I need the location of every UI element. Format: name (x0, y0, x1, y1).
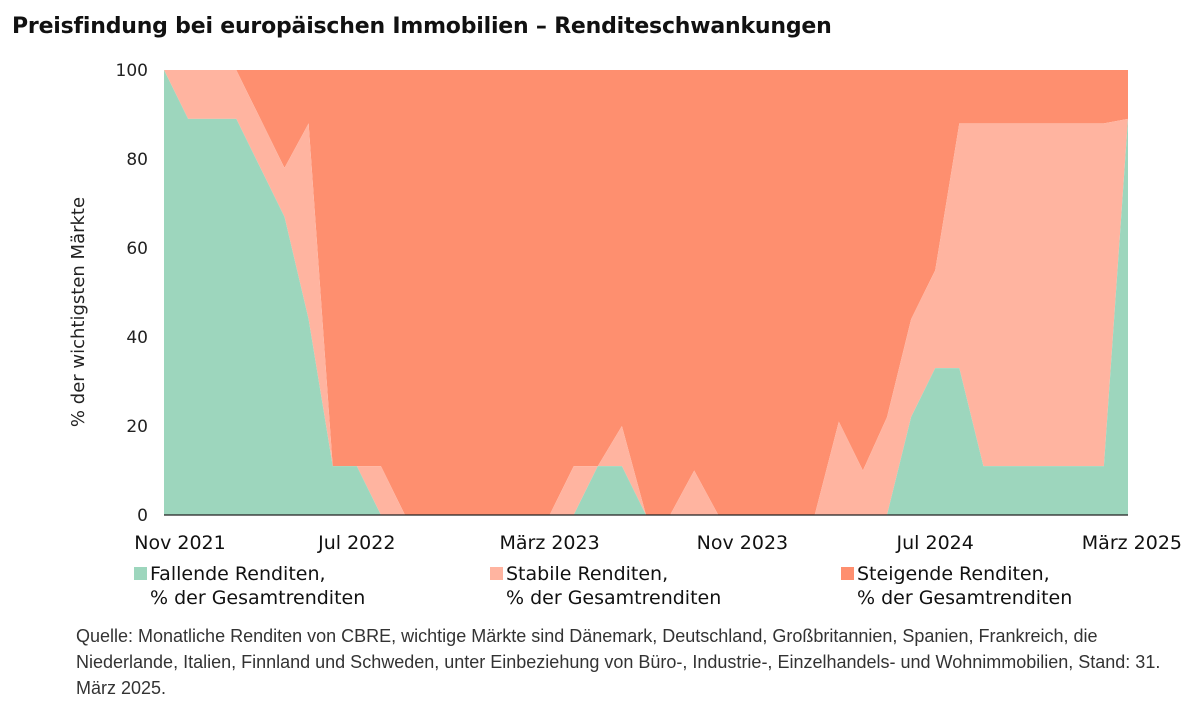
legend-label-line2: % der Gesamtrenditen (857, 587, 1073, 609)
x-tick-label: Nov 2023 (697, 532, 788, 554)
area-series-0 (164, 70, 1128, 515)
y-tick-label: 60 (126, 239, 148, 259)
source-footnote: Quelle: Monatliche Renditen von CBRE, wi… (76, 626, 1161, 698)
y-tick-label: 100 (116, 61, 148, 81)
area-series-1 (164, 70, 1128, 515)
legend-item-steigende: Steigende Renditen, % der Gesamtrenditen (841, 562, 1072, 610)
y-tick-labels: 0 20 40 60 80 100 (116, 61, 148, 526)
legend-label-line2: % der Gesamtrenditen (150, 587, 366, 609)
y-axis-label: % der wichtigsten Märkte (68, 197, 89, 427)
y-tick-label: 80 (126, 150, 148, 170)
legend-item-fallende: Fallende Renditen, % der Gesamtrenditen (134, 562, 365, 610)
chart-areas (164, 70, 1128, 515)
legend-swatch-steigende (841, 567, 854, 580)
y-tick-label: 0 (137, 506, 148, 526)
legend-label-line2: % der Gesamtrenditen (506, 587, 722, 609)
legend-swatch-stabile (490, 567, 503, 580)
x-tick-label: Nov 2021 (134, 532, 225, 554)
legend-label-line1: Stabile Renditen, (506, 563, 669, 585)
x-tick-label: Jul 2024 (896, 532, 974, 554)
x-tick-label: März 2025 (1082, 532, 1182, 554)
y-tick-label: 40 (126, 328, 148, 348)
chart-title: Preisfindung bei europäischen Immobilien… (12, 14, 832, 39)
legend-item-stabile: Stabile Renditen, % der Gesamtrenditen (490, 562, 721, 610)
x-tick-labels: Nov 2021 Jul 2022 März 2023 Nov 2023 Jul 202… (134, 532, 1182, 554)
y-tick-label: 20 (126, 417, 148, 437)
x-tick-label: Jul 2022 (317, 532, 395, 554)
x-tick-label: März 2023 (499, 532, 599, 554)
area-series-2 (164, 70, 1128, 515)
legend-label-line1: Fallende Renditen, (150, 563, 326, 585)
legend-label-line1: Steigende Renditen, (857, 563, 1050, 585)
legend-swatch-fallende (134, 567, 147, 580)
